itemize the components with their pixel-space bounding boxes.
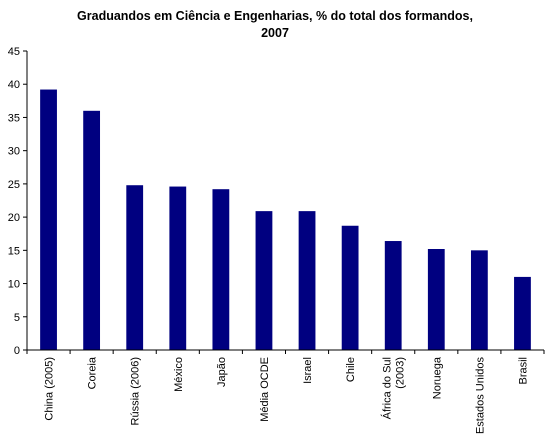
bar bbox=[40, 89, 57, 350]
y-tick-label: 20 bbox=[8, 212, 20, 224]
chart-title: Graduandos em Ciência e Engenharias, % d… bbox=[0, 8, 550, 42]
x-category-label: África do Sul (2003) bbox=[381, 357, 407, 419]
x-tick-label: Coreia bbox=[87, 356, 99, 389]
x-category-label: China (2005) bbox=[44, 357, 56, 421]
x-axis: China (2005) Coreia Rússia (2006) México Jap… bbox=[26, 349, 545, 435]
bar bbox=[470, 250, 488, 350]
y-tick-label: 35 bbox=[8, 112, 20, 124]
bar bbox=[83, 110, 101, 350]
x-category-label: Coreia bbox=[87, 356, 99, 389]
bar bbox=[255, 211, 273, 350]
x-category-label: Chile bbox=[345, 357, 357, 382]
bar bbox=[384, 241, 402, 350]
y-tick-label: 30 bbox=[8, 146, 20, 158]
bar bbox=[298, 211, 316, 350]
bar bbox=[514, 276, 531, 350]
y-tick-label: 5 bbox=[14, 312, 20, 324]
y-axis: 0 5 10 15 20 25 30 35 40 45 bbox=[8, 46, 28, 357]
x-category-label: Noruega bbox=[431, 356, 443, 399]
x-tick-label: México bbox=[173, 357, 185, 392]
x-tick-label: Estados Unidos bbox=[474, 357, 486, 435]
x-category-label: Japão bbox=[216, 357, 228, 387]
bars-group bbox=[40, 89, 531, 350]
x-tick-label: Israel bbox=[302, 357, 314, 384]
x-tick-label: (2003) bbox=[395, 357, 407, 389]
x-tick-label: Noruega bbox=[431, 356, 443, 399]
bar bbox=[169, 186, 187, 350]
x-category-label: Brasil bbox=[517, 357, 529, 385]
x-category-label: Israel bbox=[302, 357, 314, 384]
y-tick-label: 45 bbox=[8, 46, 20, 58]
bar bbox=[341, 225, 359, 350]
x-tick-label: Rússia (2006) bbox=[130, 357, 142, 425]
x-tick-label: África do Sul bbox=[381, 357, 394, 419]
y-tick-label: 0 bbox=[14, 345, 20, 357]
chart-title-line-1: Graduandos em Ciência e Engenharias, % d… bbox=[77, 9, 473, 23]
x-tick-label: Chile bbox=[345, 357, 357, 382]
x-category-label: Estados Unidos bbox=[474, 357, 486, 435]
x-category-label: Média OCDE bbox=[259, 357, 271, 422]
x-tick-label: Média OCDE bbox=[259, 357, 271, 422]
bar bbox=[427, 249, 445, 350]
chart-title-line-2: 2007 bbox=[261, 26, 289, 40]
y-tick-label: 15 bbox=[8, 245, 20, 257]
x-tick-label: Brasil bbox=[517, 357, 529, 385]
x-tick-label: Japão bbox=[216, 357, 228, 387]
bar bbox=[212, 189, 230, 350]
y-tick-label: 40 bbox=[8, 79, 20, 91]
x-category-label: México bbox=[173, 357, 185, 392]
x-tick-label: China (2005) bbox=[44, 357, 56, 421]
y-tick-label: 10 bbox=[8, 279, 20, 291]
bar bbox=[126, 185, 144, 350]
y-tick-label: 25 bbox=[8, 179, 20, 191]
x-category-label: Rússia (2006) bbox=[130, 357, 142, 425]
